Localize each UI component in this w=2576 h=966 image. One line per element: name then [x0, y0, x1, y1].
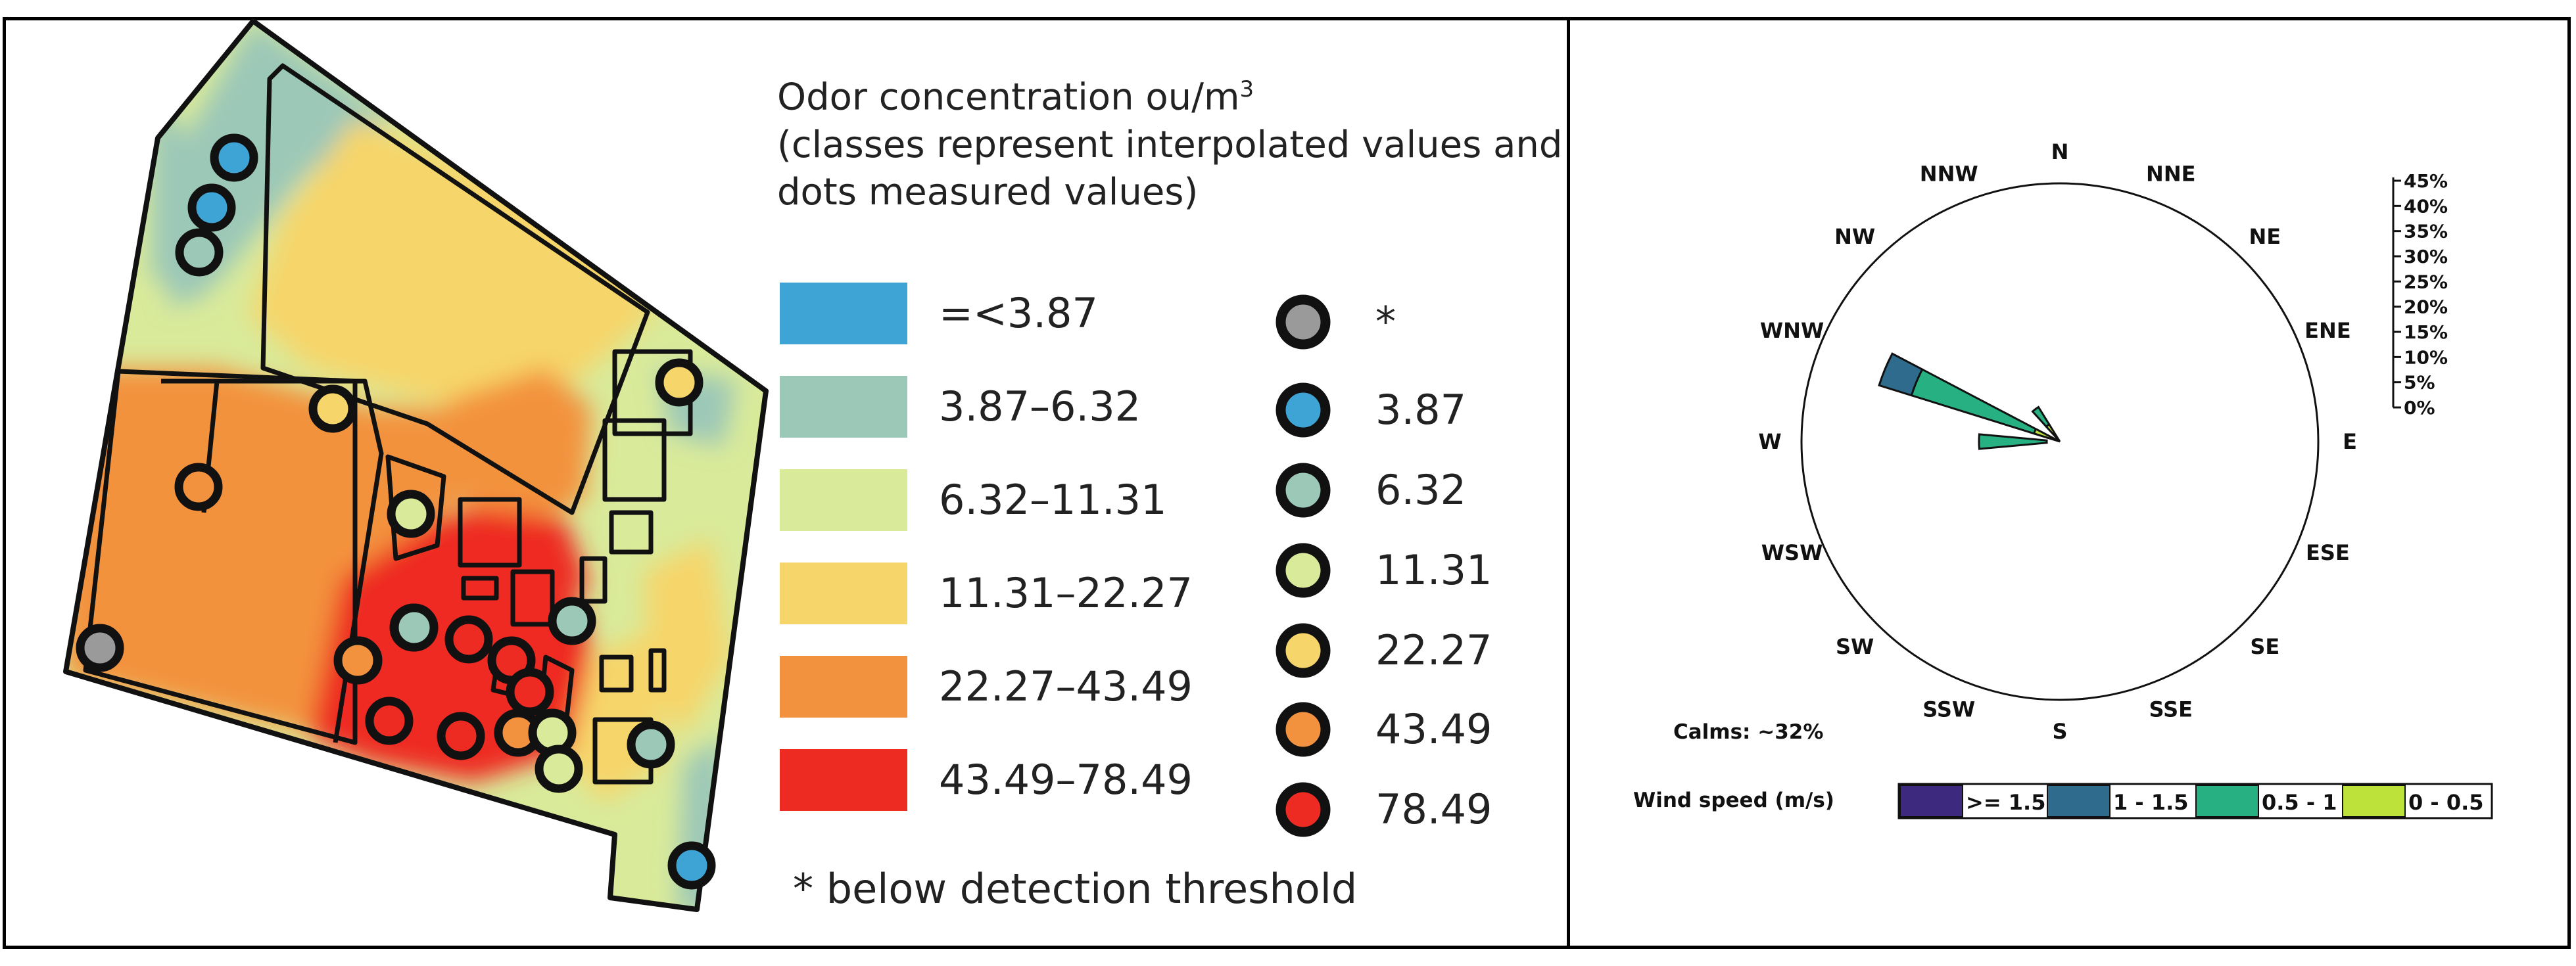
dot-legend-value: 11.31: [1375, 546, 1492, 594]
rose-petal-segment: [2031, 405, 2051, 428]
class-label: 43.49–78.49: [939, 756, 1193, 804]
detection-threshold-note: * below detection threshold: [793, 865, 1358, 913]
direction-labels: N NNE NE ENE E ESE SE SSE S SSW SW WSW W WNW NW NNW: [1758, 139, 2357, 744]
sample-dot: [627, 720, 675, 769]
direction-label: NW: [1834, 224, 1875, 249]
scale-label: 45%: [2404, 170, 2448, 192]
class-swatch: [780, 563, 907, 624]
wind-speed-legend: >= 1.5 1 - 1.5 0.5 - 1 0 - 0.5: [1897, 783, 2493, 819]
sample-dot: [667, 841, 716, 890]
dot-legend-value: *: [1375, 298, 1396, 346]
legend-subtitle-2: dots measured values): [777, 170, 1199, 214]
sample-dot: [387, 490, 435, 538]
class-label: 3.87–6.32: [939, 382, 1141, 430]
direction-label: NE: [2249, 224, 2281, 249]
speed-legend-label: 0.5 - 1: [2262, 790, 2337, 815]
sample-dot: [210, 133, 258, 182]
direction-label: ESE: [2306, 540, 2350, 565]
direction-label: WNW: [1760, 318, 1824, 343]
wind-speed-label: Wind speed (m/s): [1633, 789, 1834, 812]
direction-label: SSE: [2149, 697, 2193, 722]
dot-legend-value: 43.49: [1375, 705, 1492, 753]
speed-legend-swatch: [1899, 785, 1963, 817]
scale-label: 15%: [2404, 321, 2448, 343]
scale-label: 25%: [2404, 271, 2448, 292]
sample-dot: [174, 463, 223, 511]
sample-dot: [365, 697, 414, 745]
direction-label: WSW: [1761, 540, 1823, 565]
sample-dot: [548, 597, 596, 645]
speed-legend-swatch: [2342, 785, 2406, 817]
scale-label: 40%: [2404, 195, 2448, 217]
panel-divider: [1567, 17, 1570, 949]
scale-label: 10%: [2404, 346, 2448, 368]
sample-dot: [444, 615, 493, 664]
direction-label: ENE: [2304, 318, 2351, 343]
rose-petal-segment: [1878, 352, 1924, 397]
rose-petals: [1878, 352, 2061, 450]
speed-legend-label: 0 - 0.5: [2408, 790, 2484, 815]
class-label: 11.31–22.27: [939, 569, 1193, 617]
legend-title-sup: 3: [1239, 76, 1254, 103]
scale-label: 0%: [2404, 397, 2435, 419]
sample-dot: [506, 668, 554, 716]
sample-dot: [390, 603, 439, 652]
percent-scale: 0% 5% 10% 15% 20% 25% 30% 35% 40% 45%: [2392, 170, 2448, 419]
class-label: 6.32–11.31: [939, 476, 1167, 524]
dot-legend-value: 6.32: [1375, 466, 1467, 514]
sample-points: [76, 133, 716, 890]
direction-label: N: [2051, 139, 2069, 164]
calms-label: Calms: ~32%: [1673, 720, 1823, 744]
class-label: 22.27–43.49: [939, 662, 1193, 710]
direction-label: NNW: [1920, 162, 1978, 187]
direction-label: W: [1758, 429, 1781, 454]
speed-legend-label: 1 - 1.5: [2113, 790, 2189, 815]
direction-label: NNE: [2146, 162, 2195, 187]
sample-dot: [187, 183, 236, 232]
speed-legend-label: >= 1.5: [1966, 790, 2045, 815]
legend-title: Odor concentration ou/m3 (classes repres…: [777, 66, 1562, 216]
rose-petal-segment: [2032, 427, 2061, 443]
class-swatch: [780, 283, 907, 344]
sample-dot: [308, 384, 357, 433]
scale-label: 20%: [2404, 296, 2448, 318]
figure-frame: [3, 17, 2571, 949]
sample-dot: [175, 228, 224, 277]
sample-dot: [655, 358, 704, 407]
class-swatch: [780, 469, 907, 531]
scale-label: 35%: [2404, 221, 2448, 242]
sample-dot: [535, 745, 583, 793]
direction-label: S: [2052, 719, 2067, 744]
direction-label: SE: [2250, 634, 2279, 659]
scale-label: 5%: [2404, 372, 2435, 394]
dot-legend-value: 3.87: [1375, 386, 1467, 434]
class-label: =<3.87: [939, 289, 1098, 337]
direction-label: SSW: [1922, 697, 1975, 722]
legend-subtitle-1: (classes represent interpolated values a…: [777, 123, 1563, 166]
direction-label: SW: [1836, 634, 1874, 659]
dot-legend-value: 78.49: [1375, 785, 1492, 833]
dot-legend-value: 22.27: [1375, 626, 1492, 674]
sample-dot: [333, 636, 382, 685]
scale-label: 30%: [2404, 246, 2448, 267]
direction-label: E: [2343, 429, 2357, 454]
class-swatch: [780, 376, 907, 438]
speed-legend-swatch: [2195, 785, 2259, 817]
speed-legend-swatch: [2047, 785, 2111, 817]
rose-petal-segment: [1978, 433, 2048, 450]
sample-dot: [437, 712, 485, 760]
sample-dot: [76, 624, 124, 672]
class-swatch: [780, 749, 907, 811]
legend-title-text: Odor concentration ou/m: [777, 76, 1240, 119]
class-swatch: [780, 656, 907, 718]
